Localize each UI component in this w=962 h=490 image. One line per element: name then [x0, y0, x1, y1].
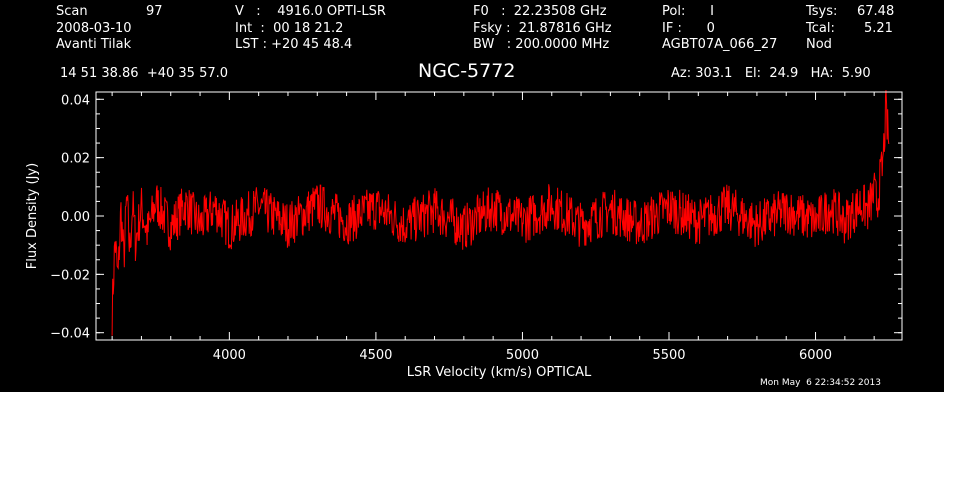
az-el-ha: Az: 303.1 El: 24.9 HA: 5.90	[671, 66, 871, 81]
polarization-line: Pol: I	[662, 4, 714, 19]
y-tick-label: 0.00	[61, 210, 90, 225]
object-name: NGC-5772	[418, 60, 516, 82]
tcal-value: 5.21	[864, 21, 893, 36]
x-tick-label: 4000	[213, 348, 246, 363]
bandwidth-line: BW : 200.0000 MHz	[473, 37, 610, 52]
y-axis-label: Flux Density (Jy)	[25, 163, 40, 269]
observer-name: Avanti Tilak	[56, 37, 132, 52]
scan-number: 97	[146, 4, 163, 19]
x-tick-label: 6000	[799, 348, 832, 363]
x-tick-label: 5000	[506, 348, 539, 363]
y-tick-label: −0.02	[50, 268, 90, 283]
observing-mode: Nod	[806, 37, 832, 52]
if-line: IF : 0	[662, 21, 715, 36]
x-tick-label: 4500	[359, 348, 392, 363]
project-id: AGBT07A_066_27	[662, 37, 778, 52]
y-tick-label: −0.04	[50, 327, 90, 342]
source-coordinates: 14 51 38.86 +40 35 57.0	[60, 66, 229, 81]
lst-line: LST : +20 45 48.4	[235, 37, 353, 52]
rest-frequency-line: F0 : 22.23508 GHz	[473, 4, 607, 19]
velocity-line: V : 4916.0 OPTI-LSR	[235, 4, 386, 19]
sky-frequency-line: Fsky : 21.87816 GHz	[473, 21, 612, 36]
x-axis-label: LSR Velocity (km/s) OPTICAL	[407, 365, 592, 380]
scan-label: Scan	[56, 4, 88, 19]
y-tick-label: 0.04	[61, 93, 90, 108]
tsys-value: 67.48	[857, 4, 895, 19]
y-tick-label: 0.02	[61, 152, 90, 167]
tcal-label: Tcal:	[806, 21, 835, 36]
tsys-label: Tsys:	[806, 4, 838, 19]
plot-timestamp: Mon May 6 22:34:52 2013	[760, 378, 881, 388]
series-line-spectrum	[111, 90, 890, 336]
observation-date: 2008-03-10	[56, 21, 132, 36]
integration-line: Int : 00 18 21.2	[235, 21, 344, 36]
x-tick-label: 5500	[652, 348, 685, 363]
